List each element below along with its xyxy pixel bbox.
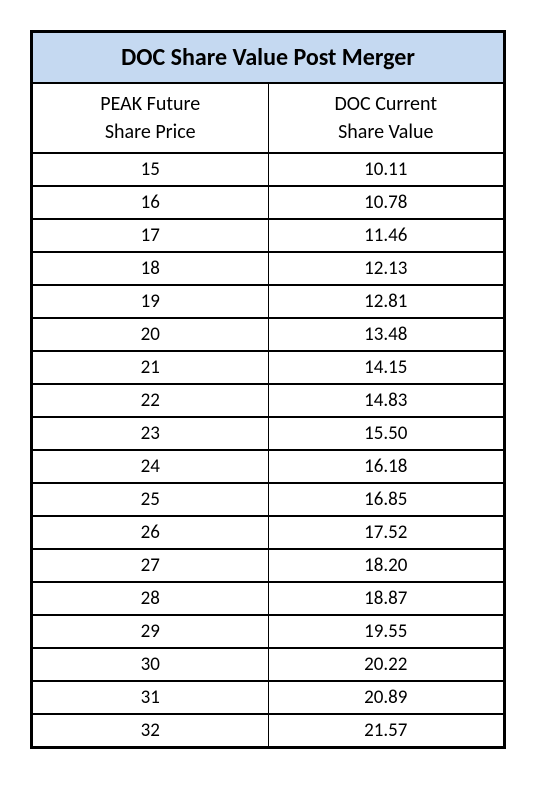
table-row: 1510.11	[33, 154, 503, 187]
table-row: 1812.13	[33, 253, 503, 286]
cell-peak-price: 17	[33, 220, 269, 251]
cell-doc-value: 18.87	[269, 583, 504, 614]
share-value-table: DOC Share Value Post Merger PEAK Future …	[30, 30, 506, 749]
column-header-doc: DOC Current Share Value	[269, 84, 504, 152]
cell-peak-price: 16	[33, 187, 269, 218]
cell-peak-price: 30	[33, 649, 269, 680]
cell-doc-value: 12.81	[269, 286, 504, 317]
column-header-line: DOC Current	[334, 92, 437, 116]
cell-peak-price: 25	[33, 484, 269, 515]
cell-doc-value: 20.89	[269, 682, 504, 713]
cell-peak-price: 21	[33, 352, 269, 383]
cell-doc-value: 10.11	[269, 154, 504, 185]
cell-doc-value: 19.55	[269, 616, 504, 647]
cell-doc-value: 11.46	[269, 220, 504, 251]
table-row: 2013.48	[33, 319, 503, 352]
cell-doc-value: 21.57	[269, 715, 504, 746]
cell-doc-value: 10.78	[269, 187, 504, 218]
cell-peak-price: 24	[33, 451, 269, 482]
table-header-row: PEAK Future Share Price DOC Current Shar…	[33, 84, 503, 154]
cell-doc-value: 20.22	[269, 649, 504, 680]
table-row: 2919.55	[33, 616, 503, 649]
table-body: 1510.111610.781711.461812.131912.812013.…	[33, 154, 503, 746]
table-row: 3221.57	[33, 715, 503, 746]
table-row: 1711.46	[33, 220, 503, 253]
cell-peak-price: 22	[33, 385, 269, 416]
cell-peak-price: 20	[33, 319, 269, 350]
cell-peak-price: 28	[33, 583, 269, 614]
column-header-line: Share Value	[338, 120, 433, 144]
column-header-line: PEAK Future	[100, 92, 200, 116]
table-row: 1610.78	[33, 187, 503, 220]
table-row: 2416.18	[33, 451, 503, 484]
table-row: 2617.52	[33, 517, 503, 550]
table-row: 2315.50	[33, 418, 503, 451]
cell-doc-value: 17.52	[269, 517, 504, 548]
cell-doc-value: 14.15	[269, 352, 504, 383]
table-row: 2516.85	[33, 484, 503, 517]
table-row: 2818.87	[33, 583, 503, 616]
table-title: DOC Share Value Post Merger	[33, 33, 503, 84]
table-row: 3120.89	[33, 682, 503, 715]
cell-doc-value: 16.18	[269, 451, 504, 482]
column-header-line: Share Price	[105, 120, 196, 144]
cell-peak-price: 26	[33, 517, 269, 548]
cell-peak-price: 18	[33, 253, 269, 284]
cell-doc-value: 12.13	[269, 253, 504, 284]
table-row: 1912.81	[33, 286, 503, 319]
cell-doc-value: 18.20	[269, 550, 504, 581]
table-row: 2718.20	[33, 550, 503, 583]
cell-peak-price: 32	[33, 715, 269, 746]
cell-peak-price: 19	[33, 286, 269, 317]
table-row: 2114.15	[33, 352, 503, 385]
column-header-peak: PEAK Future Share Price	[33, 84, 269, 152]
cell-doc-value: 14.83	[269, 385, 504, 416]
table-row: 3020.22	[33, 649, 503, 682]
cell-doc-value: 15.50	[269, 418, 504, 449]
cell-doc-value: 13.48	[269, 319, 504, 350]
cell-doc-value: 16.85	[269, 484, 504, 515]
table-row: 2214.83	[33, 385, 503, 418]
cell-peak-price: 29	[33, 616, 269, 647]
cell-peak-price: 27	[33, 550, 269, 581]
cell-peak-price: 15	[33, 154, 269, 185]
cell-peak-price: 23	[33, 418, 269, 449]
cell-peak-price: 31	[33, 682, 269, 713]
